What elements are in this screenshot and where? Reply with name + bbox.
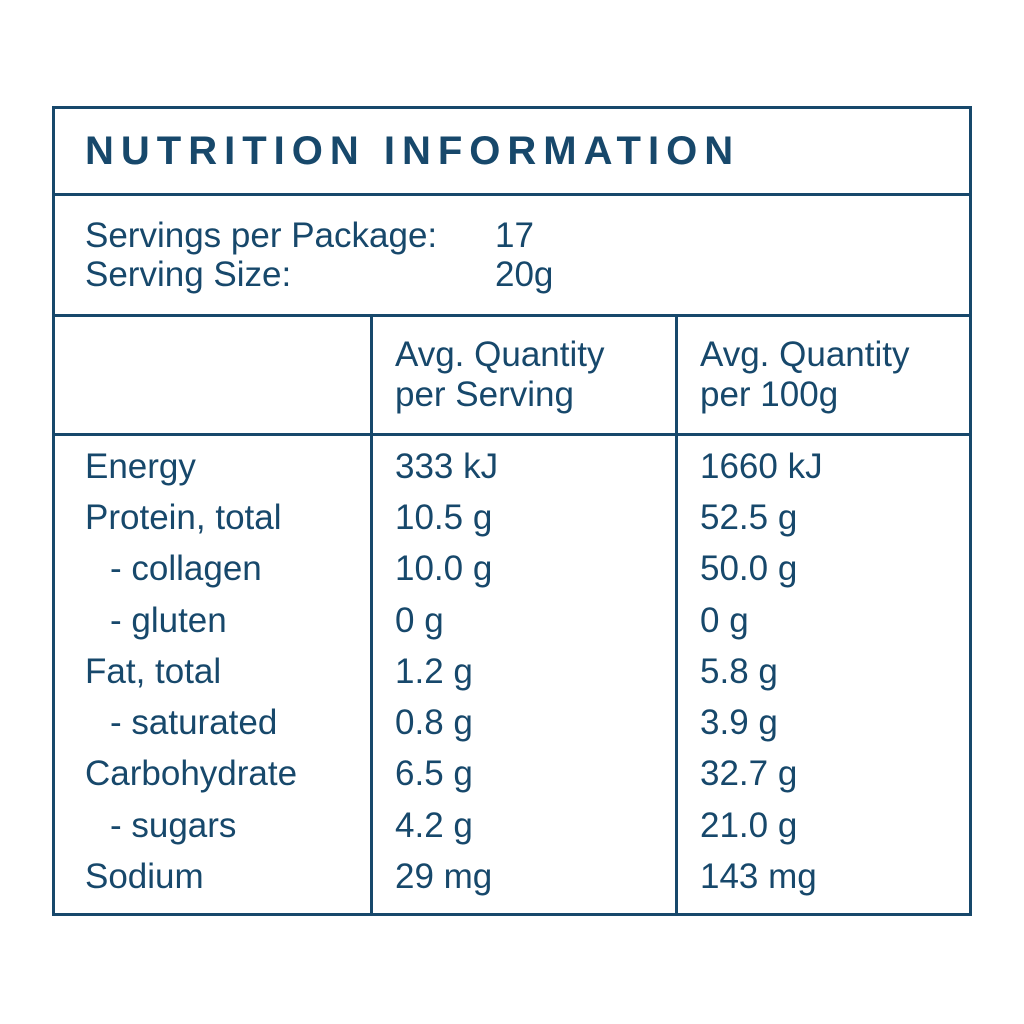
value-per-100g: 50.0 g: [675, 543, 969, 595]
nutrient-name: Fat, total: [85, 651, 222, 691]
table-header-row: Avg. Quantity per Serving Avg. Quantity …: [55, 317, 969, 436]
column-divider-1: [370, 436, 373, 913]
value-per-100g: 32.7 g: [675, 748, 969, 801]
servings-per-package-row: Servings per Package: 17: [55, 216, 969, 255]
serving-size-row: Serving Size: 20g: [55, 255, 969, 294]
value-per-100g: 0 g: [675, 594, 969, 647]
header-per-100g-cell: Avg. Quantity per 100g: [675, 317, 969, 436]
value-per-100g: 143 mg: [675, 851, 969, 903]
nutrient-name: Carbohydrate: [85, 754, 298, 794]
value-per-serving: 0 g: [370, 594, 675, 647]
value-per-100g: 3.9 g: [675, 697, 969, 749]
value-per-serving: 6.5 g: [370, 748, 675, 801]
serving-info-section: Servings per Package: 17 Serving Size: 2…: [55, 196, 969, 317]
value-per-serving: 333 kJ: [370, 441, 675, 493]
header-nutrient-blank-cell: [55, 317, 370, 436]
value-per-100g: 5.8 g: [675, 646, 969, 698]
serving-size-label: Serving Size:: [85, 255, 292, 294]
serving-size-value: 20g: [495, 255, 554, 294]
nutrient-rows: Energy 333 kJ 1660 kJ Protein, total 10.…: [55, 436, 969, 913]
panel-title: NUTRITION INFORMATION: [85, 128, 741, 173]
nutrient-name: - sugars: [110, 805, 237, 845]
value-per-serving: 10.0 g: [370, 543, 675, 595]
servings-per-package-label: Servings per Package:: [85, 216, 438, 255]
value-per-serving: 29 mg: [370, 851, 675, 903]
value-per-serving: 0.8 g: [370, 697, 675, 749]
table-body: Energy 333 kJ 1660 kJ Protein, total 10.…: [55, 436, 969, 913]
nutrient-name: Sodium: [85, 857, 204, 897]
nutrition-panel: NUTRITION INFORMATION Servings per Packa…: [52, 106, 972, 916]
panel-title-section: NUTRITION INFORMATION: [55, 109, 969, 196]
value-per-100g: 21.0 g: [675, 800, 969, 852]
value-per-serving: 4.2 g: [370, 800, 675, 852]
nutrient-name: - saturated: [110, 703, 278, 743]
nutrient-name: Protein, total: [85, 497, 282, 537]
header-per-serving-line1: Avg. Quantity: [395, 335, 605, 374]
value-per-100g: 52.5 g: [675, 492, 969, 544]
nutrient-name: Energy: [85, 446, 196, 486]
column-divider-2: [675, 436, 678, 913]
header-per-serving-cell: Avg. Quantity per Serving: [370, 317, 675, 436]
nutrient-name: - collagen: [110, 549, 262, 589]
value-per-100g: 1660 kJ: [675, 441, 969, 493]
header-per-100g-line1: Avg. Quantity: [700, 335, 910, 374]
header-per-serving-line2: per Serving: [395, 375, 574, 414]
value-per-serving: 10.5 g: [370, 492, 675, 544]
value-per-serving: 1.2 g: [370, 646, 675, 698]
nutrient-name: - gluten: [110, 600, 227, 640]
servings-per-package-value: 17: [495, 216, 534, 255]
header-per-100g-line2: per 100g: [700, 375, 839, 414]
